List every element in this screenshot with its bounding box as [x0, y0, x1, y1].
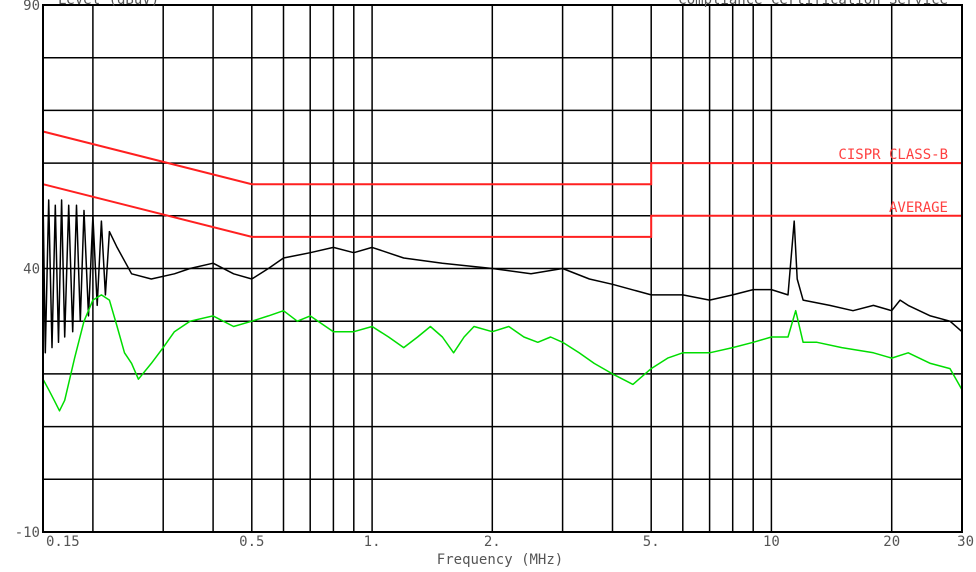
limit-labels: CISPR CLASS-B AVERAGE [838, 147, 948, 216]
y-tick-labels: 90 40 -10 [15, 0, 40, 541]
x-tick-label: 1. [364, 534, 381, 550]
x-tick-label: 20 [883, 534, 900, 550]
y-tick-label: 40 [23, 262, 40, 278]
plot-frame [42, 4, 963, 533]
limit-line [42, 183, 962, 238]
x-axis-label: Frequency (MHz) [437, 552, 563, 568]
average-trace [42, 294, 963, 412]
data-traces [42, 194, 963, 412]
limit-line [42, 130, 962, 186]
peak-trace [42, 194, 963, 354]
x-tick-label: 10 [763, 534, 780, 550]
limit-label: CISPR CLASS-B [838, 147, 948, 163]
limit-label: AVERAGE [889, 200, 948, 216]
x-tick-labels: 0.15 0.5 1. 2. 5. 10 20 30 [46, 534, 974, 550]
x-tick-label: 0.15 [46, 534, 80, 550]
x-tick-label: 30 [957, 534, 974, 550]
limit-lines [42, 130, 962, 238]
header-right-text: Compliance Certification Service [678, 0, 948, 8]
header-left-text: Level (dBuV) [58, 0, 159, 8]
x-tick-label: 0.5 [239, 534, 264, 550]
y-tick-label: 90 [23, 0, 40, 14]
x-tick-label: 5. [643, 534, 660, 550]
x-tick-label: 2. [484, 534, 501, 550]
y-tick-label: -10 [15, 525, 40, 541]
